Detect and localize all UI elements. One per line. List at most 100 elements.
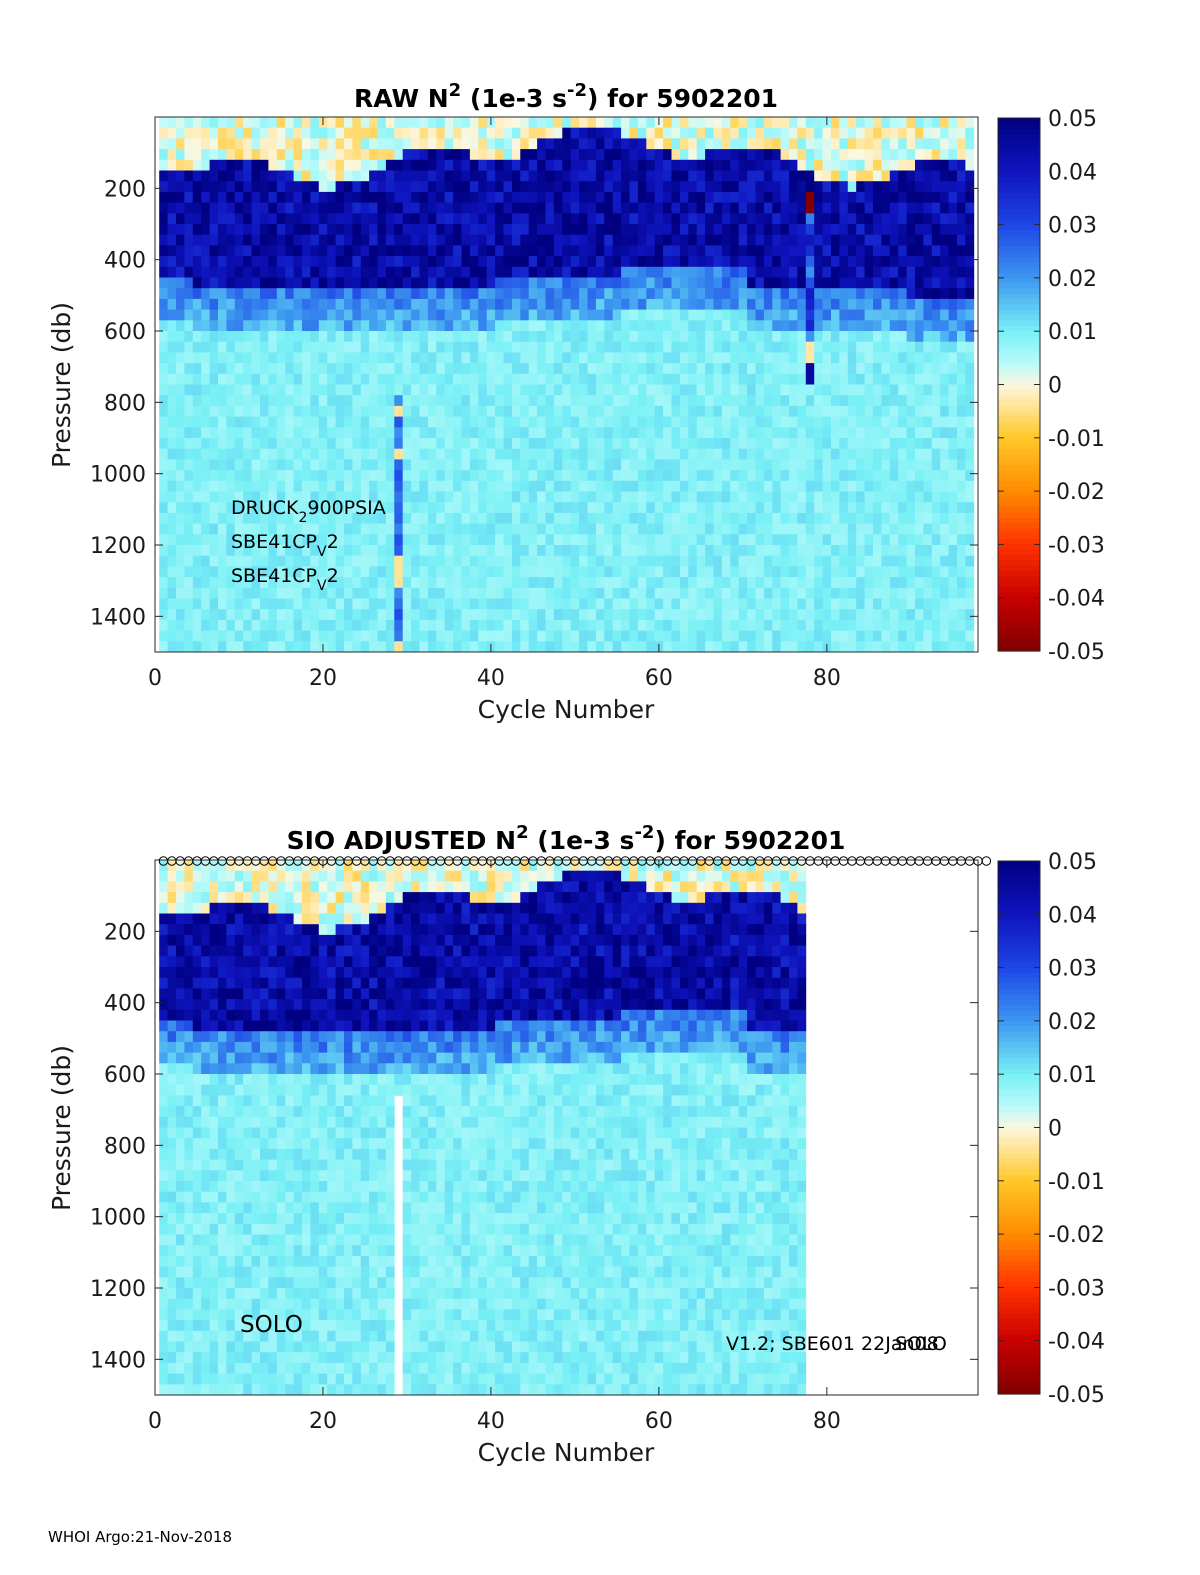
heatmap-cell xyxy=(360,395,370,407)
heatmap-cell xyxy=(856,288,865,300)
heatmap-cell xyxy=(940,117,949,129)
heatmap-cell xyxy=(931,523,941,535)
heatmap-cell xyxy=(302,224,311,236)
heatmap-cell xyxy=(360,641,370,653)
heatmap-cell xyxy=(209,331,219,343)
heatmap-cell xyxy=(344,598,353,610)
heatmap-cell xyxy=(302,598,311,610)
heatmap-cell xyxy=(713,341,723,353)
heatmap-cell xyxy=(940,395,949,407)
heatmap-cell xyxy=(260,138,269,150)
heatmap-cell xyxy=(285,363,294,375)
colorbar-segment xyxy=(998,336,1040,343)
heatmap-cell xyxy=(511,341,521,353)
heatmap-cell xyxy=(184,202,194,214)
heatmap-cell xyxy=(805,181,815,193)
heatmap-cell xyxy=(864,534,874,546)
heatmap-cell xyxy=(721,149,731,161)
heatmap-cell xyxy=(721,395,731,407)
heatmap-cell xyxy=(276,373,286,385)
heatmap-cell xyxy=(730,191,740,203)
heatmap-cell xyxy=(604,320,614,332)
heatmap-cell xyxy=(705,245,714,257)
heatmap-cell xyxy=(276,181,286,193)
heatmap-cell xyxy=(629,619,639,631)
heatmap-cell xyxy=(486,202,496,214)
heatmap-cell xyxy=(419,577,429,589)
heatmap-cell xyxy=(453,587,462,599)
heatmap-cell xyxy=(906,630,916,642)
heatmap-cell xyxy=(310,341,320,353)
heatmap-cell xyxy=(671,159,681,171)
heatmap-cell xyxy=(276,149,286,161)
heatmap-cell xyxy=(847,191,857,203)
colorbar-segment xyxy=(998,192,1040,199)
heatmap-cell xyxy=(831,491,840,503)
heatmap-cell xyxy=(251,405,261,417)
heatmap-cell xyxy=(957,395,966,407)
heatmap-cell xyxy=(318,609,328,621)
heatmap-cell xyxy=(856,630,865,642)
heatmap-cell xyxy=(478,117,488,129)
heatmap-cell xyxy=(948,512,958,524)
heatmap-cell xyxy=(478,320,488,332)
heatmap-cell xyxy=(461,630,471,642)
heatmap-cell xyxy=(444,384,454,396)
heatmap-cell xyxy=(469,309,479,321)
heatmap-cell xyxy=(679,352,689,364)
heatmap-cell xyxy=(948,470,958,482)
heatmap-cell xyxy=(327,502,336,514)
colorbar-segment xyxy=(998,512,1040,519)
heatmap-cell xyxy=(201,438,210,450)
heatmap-cell xyxy=(461,448,471,460)
heatmap-cell xyxy=(419,491,429,503)
heatmap-cell xyxy=(327,309,336,321)
heatmap-cell xyxy=(898,405,907,417)
heatmap-cell xyxy=(192,234,202,246)
colorbar-segment xyxy=(998,549,1040,556)
heatmap-cell xyxy=(226,341,236,353)
heatmap-cell xyxy=(469,213,479,225)
heatmap-cell xyxy=(906,459,916,471)
heatmap-cell xyxy=(285,352,294,364)
heatmap-cell xyxy=(780,159,790,171)
heatmap-cell xyxy=(965,288,975,300)
heatmap-cell xyxy=(873,459,882,471)
heatmap-cell xyxy=(260,202,269,214)
heatmap-cell xyxy=(495,256,504,268)
heatmap-cell xyxy=(923,384,933,396)
heatmap-cell xyxy=(864,641,874,653)
heatmap-cell xyxy=(419,523,429,535)
colorbar-segment xyxy=(998,187,1040,194)
heatmap-cell xyxy=(562,266,572,278)
heatmap-cell xyxy=(302,619,311,631)
heatmap-cell xyxy=(637,117,647,129)
heatmap-cell xyxy=(780,448,790,460)
heatmap-cell xyxy=(957,523,966,535)
heatmap-cell xyxy=(763,277,773,289)
heatmap-cell xyxy=(906,288,916,300)
heatmap-cell xyxy=(276,138,286,150)
heatmap-cell xyxy=(209,512,219,524)
heatmap-cell xyxy=(856,587,865,599)
heatmap-cell xyxy=(570,149,580,161)
heatmap-cell xyxy=(360,277,370,289)
heatmap-cell xyxy=(234,480,244,492)
heatmap-cell xyxy=(570,363,580,375)
heatmap-cell xyxy=(612,619,622,631)
heatmap-cell xyxy=(419,224,429,236)
heatmap-cell xyxy=(772,577,782,589)
heatmap-cell xyxy=(713,384,723,396)
heatmap-cell xyxy=(469,545,479,557)
heatmap-cell xyxy=(495,234,504,246)
heatmap-cell xyxy=(209,566,219,578)
heatmap-cell xyxy=(915,555,924,567)
heatmap-cell xyxy=(545,619,555,631)
heatmap-cell xyxy=(679,545,689,557)
heatmap-cell xyxy=(276,352,286,364)
heatmap-cell xyxy=(931,331,941,343)
heatmap-cell xyxy=(814,427,823,439)
heatmap-cell xyxy=(218,609,227,621)
heatmap-cell xyxy=(831,384,840,396)
heatmap-cell xyxy=(646,384,656,396)
